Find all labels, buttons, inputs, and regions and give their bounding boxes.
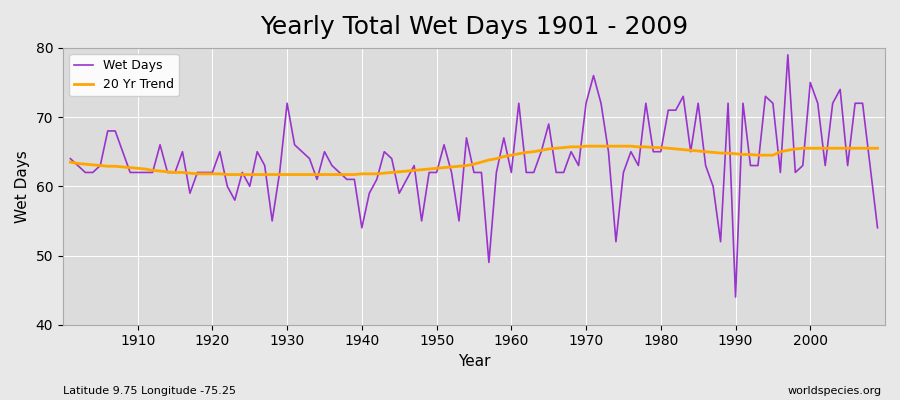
Legend: Wet Days, 20 Yr Trend: Wet Days, 20 Yr Trend [69,54,179,96]
Wet Days [872,226,883,230]
Text: worldspecies.org: worldspecies.org [788,386,882,396]
20 Yr Trend [513,151,524,156]
20 Yr Trend [580,144,591,148]
Wet Days [125,170,136,175]
20 Yr Trend [222,172,233,177]
Wet Days [730,295,741,300]
Wet Days [289,142,300,147]
20 Yr Trend [506,153,517,158]
20 Yr Trend [65,160,76,164]
Wet Days [506,170,517,175]
Y-axis label: Wet Days: Wet Days [15,150,30,223]
Wet Days [334,170,345,175]
20 Yr Trend [125,165,136,170]
Wet Days [782,52,793,57]
Text: Latitude 9.75 Longitude -75.25: Latitude 9.75 Longitude -75.25 [63,386,236,396]
Wet Days [65,156,76,161]
Wet Days [596,101,607,106]
20 Yr Trend [341,172,352,177]
20 Yr Trend [297,172,308,177]
20 Yr Trend [872,146,883,151]
Line: 20 Yr Trend: 20 Yr Trend [70,146,878,174]
Line: Wet Days: Wet Days [70,55,878,297]
Title: Yearly Total Wet Days 1901 - 2009: Yearly Total Wet Days 1901 - 2009 [260,15,688,39]
X-axis label: Year: Year [458,354,491,369]
Wet Days [499,136,509,140]
20 Yr Trend [610,144,621,148]
